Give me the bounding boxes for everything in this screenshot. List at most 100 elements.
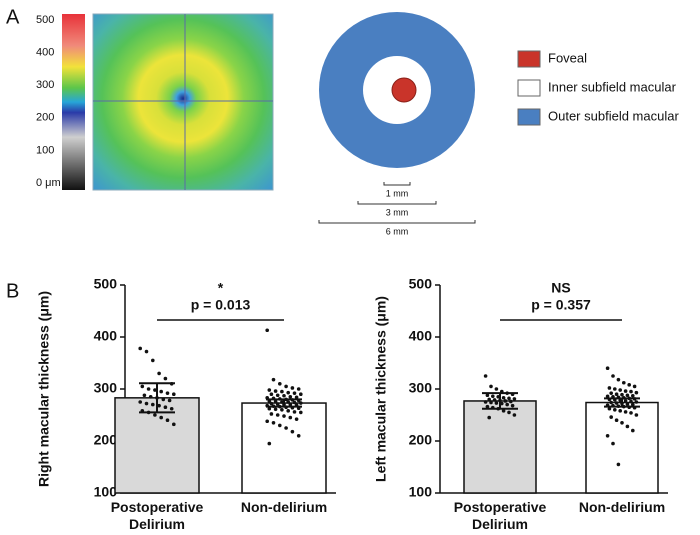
data-point bbox=[507, 396, 511, 401]
legend-swatch bbox=[517, 108, 541, 126]
heatmap bbox=[92, 13, 274, 191]
data-point bbox=[273, 407, 278, 412]
data-point bbox=[269, 412, 274, 416]
data-point bbox=[267, 388, 272, 392]
data-point bbox=[278, 382, 282, 386]
data-point bbox=[629, 411, 633, 415]
data-point bbox=[631, 428, 635, 433]
data-point bbox=[159, 389, 163, 394]
x-label-box: Non-delirium bbox=[240, 499, 328, 515]
colorbar-tick-label: 0 μm bbox=[36, 177, 61, 189]
scale-bar-label: 6 mm bbox=[386, 226, 409, 236]
y-tick-label: 500 bbox=[409, 276, 433, 292]
data-point bbox=[172, 392, 176, 397]
data-point bbox=[275, 393, 280, 398]
data-point bbox=[625, 393, 630, 398]
data-point bbox=[153, 413, 157, 417]
data-point bbox=[269, 392, 274, 397]
data-point bbox=[614, 401, 619, 405]
legend-swatch bbox=[517, 50, 541, 68]
data-point bbox=[616, 462, 621, 467]
scale-bar bbox=[357, 201, 437, 205]
data-point bbox=[623, 399, 628, 403]
data-point bbox=[288, 415, 293, 420]
data-point bbox=[623, 410, 628, 414]
data-point bbox=[286, 390, 291, 395]
data-point bbox=[509, 399, 513, 404]
data-point bbox=[620, 421, 624, 425]
x-tick-label: Non-delirium bbox=[578, 499, 666, 515]
data-point bbox=[623, 389, 628, 393]
data-point bbox=[605, 434, 610, 438]
colorbar-tick-label: 400 bbox=[36, 47, 54, 59]
data-point bbox=[605, 394, 610, 399]
data-point bbox=[632, 384, 637, 389]
scale-bar bbox=[383, 182, 411, 186]
data-point bbox=[505, 402, 510, 407]
x-label-box: Non-delirium bbox=[578, 499, 666, 515]
data-point bbox=[290, 386, 295, 390]
data-point bbox=[284, 384, 288, 389]
data-point bbox=[140, 384, 145, 389]
data-point bbox=[299, 401, 303, 405]
data-point bbox=[151, 358, 155, 363]
data-point bbox=[290, 429, 295, 434]
data-point bbox=[501, 409, 506, 413]
y-tick-label: 300 bbox=[409, 380, 433, 396]
data-point bbox=[163, 405, 168, 410]
data-point bbox=[494, 387, 499, 391]
data-point bbox=[299, 392, 303, 397]
x-label-box: Postoperative Delirium bbox=[453, 499, 547, 532]
data-point bbox=[296, 387, 301, 391]
data-point bbox=[169, 406, 174, 411]
data-point bbox=[286, 409, 291, 413]
data-point bbox=[512, 413, 517, 417]
data-point bbox=[284, 426, 288, 430]
data-point bbox=[622, 380, 626, 385]
data-point bbox=[512, 397, 517, 401]
data-point bbox=[144, 349, 149, 354]
bar bbox=[463, 400, 537, 494]
scale-bar-label: 3 mm bbox=[386, 207, 409, 217]
x-tick-label: Postoperative Delirium bbox=[453, 499, 547, 532]
data-point bbox=[609, 415, 613, 419]
data-point bbox=[269, 401, 274, 406]
data-point bbox=[501, 396, 506, 400]
data-point bbox=[271, 377, 276, 382]
data-point bbox=[611, 374, 615, 378]
data-point bbox=[151, 402, 155, 407]
legend-label: Foveal bbox=[548, 50, 587, 65]
scale-bar bbox=[318, 220, 476, 224]
data-point bbox=[292, 410, 297, 414]
data-point bbox=[634, 413, 639, 417]
data-point bbox=[288, 402, 293, 407]
data-point bbox=[625, 402, 630, 406]
colorbar-tick-label: 300 bbox=[36, 79, 54, 91]
error-bar bbox=[604, 397, 640, 408]
data-point bbox=[634, 400, 639, 404]
fovea-circle bbox=[391, 77, 417, 103]
data-point bbox=[275, 402, 280, 406]
y-tick-label: 300 bbox=[94, 380, 118, 396]
colorbar-tick-label: 100 bbox=[36, 144, 54, 156]
data-point bbox=[634, 390, 639, 395]
legend-swatch bbox=[517, 79, 541, 97]
data-point bbox=[616, 377, 621, 382]
x-tick-label: Non-delirium bbox=[240, 499, 328, 515]
data-point bbox=[267, 441, 272, 446]
data-point bbox=[273, 389, 278, 393]
data-point bbox=[492, 398, 497, 402]
data-point bbox=[483, 374, 488, 378]
data-point bbox=[613, 387, 617, 391]
data-point bbox=[294, 395, 299, 400]
data-point bbox=[485, 393, 490, 398]
data-point bbox=[631, 402, 635, 407]
data-point bbox=[614, 392, 619, 397]
data-point bbox=[605, 366, 610, 371]
y-axis-label: Left macular thickness (μm) bbox=[373, 296, 389, 482]
p-value: p = 0.357 bbox=[531, 297, 591, 313]
data-point bbox=[278, 423, 282, 428]
data-point bbox=[489, 400, 493, 405]
error-bar bbox=[139, 382, 175, 414]
